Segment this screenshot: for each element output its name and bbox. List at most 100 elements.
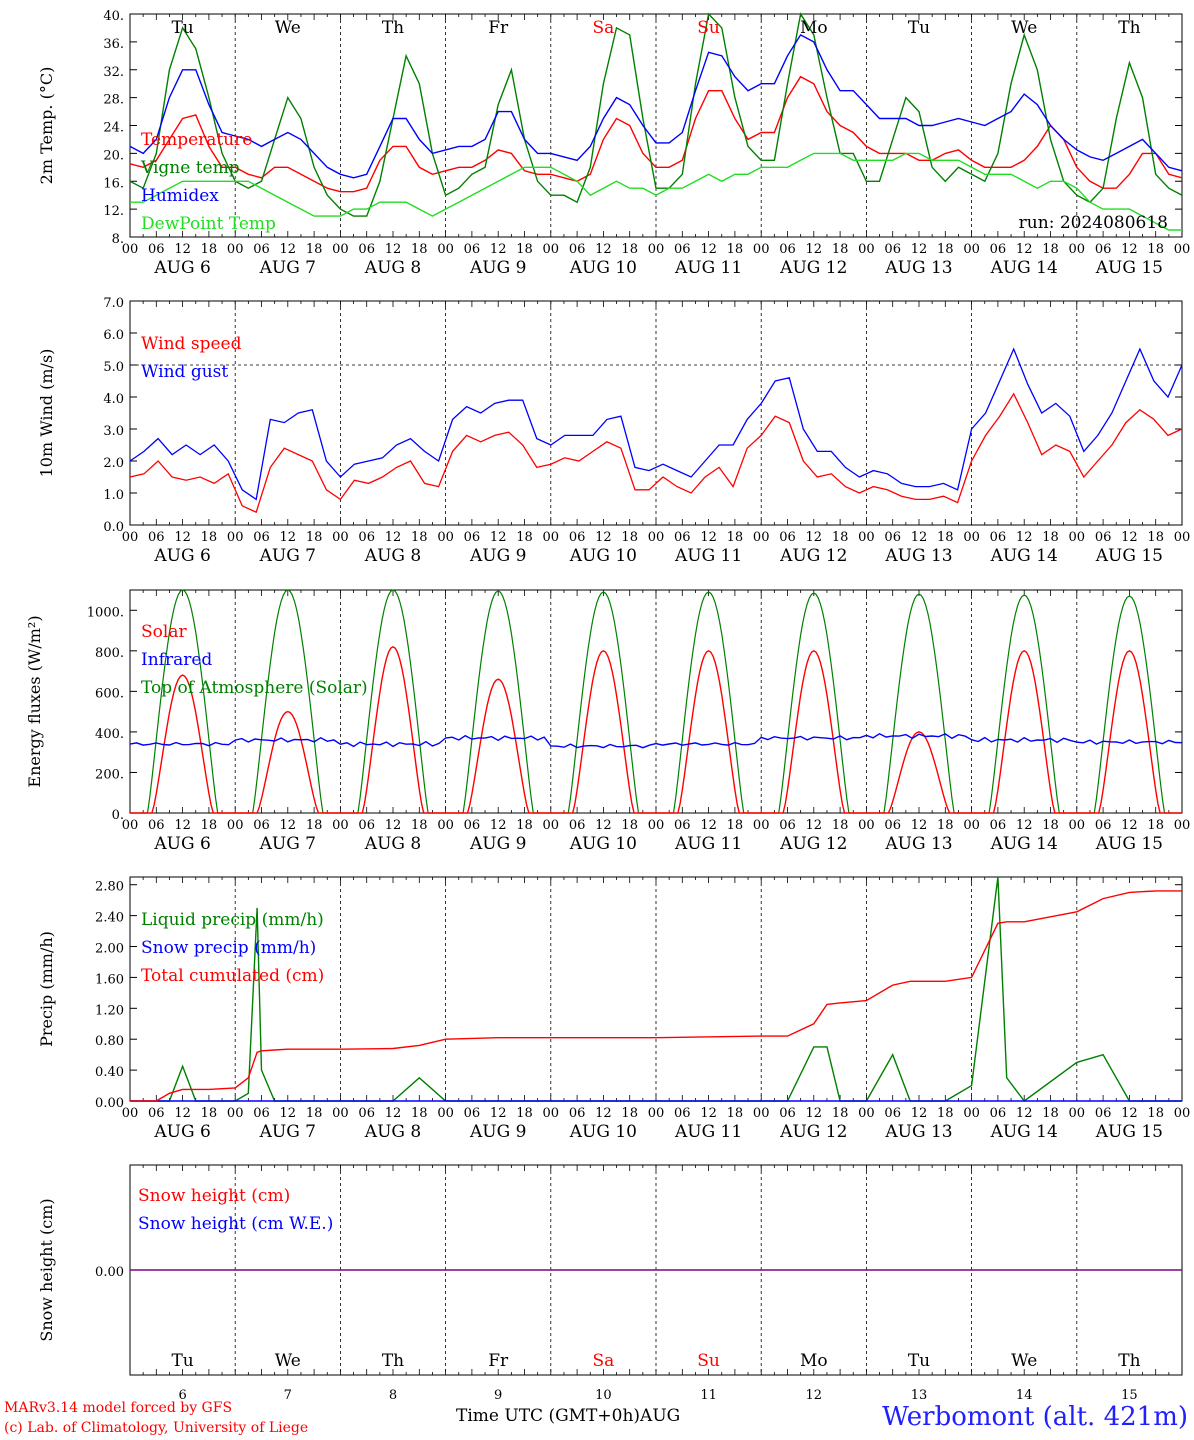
x-hour-label: 18 xyxy=(727,818,744,833)
x-hour-label: 00 xyxy=(543,530,560,545)
x-hour-label: 18 xyxy=(621,530,638,545)
x-hour-label: 12 xyxy=(595,818,612,833)
x-hour-label: 00 xyxy=(753,242,770,257)
x-hour-label: 12 xyxy=(174,1106,191,1121)
panel-frame xyxy=(129,300,1183,526)
x-hour-label: 00 xyxy=(963,1106,980,1121)
panel-4: 0.00 0.40 0.80 1.20 1.60 2.00 2.40 2.80 Precip (… xyxy=(37,876,1190,1142)
x-day-number: 11 xyxy=(700,1388,717,1403)
x-day-number: 7 xyxy=(284,1388,292,1403)
x-hour-label: 06 xyxy=(990,242,1007,257)
run-label: run: 2024080618 xyxy=(1019,213,1168,233)
x-date-label: AUG 12 xyxy=(779,1122,847,1142)
series-line-2 xyxy=(130,890,1182,1102)
x-date-label: AUG 11 xyxy=(674,1122,742,1142)
y-tick-label: 800. xyxy=(95,646,124,661)
legend-entry: DewPoint Temp xyxy=(141,214,276,234)
x-hour-label: 06 xyxy=(148,530,165,545)
x-date-label: AUG 12 xyxy=(779,834,847,854)
x-hour-label: 00 xyxy=(332,1106,349,1121)
x-hour-label: 06 xyxy=(569,818,586,833)
legend-entry: Solar xyxy=(141,622,187,642)
x-hour-label: 18 xyxy=(201,1106,218,1121)
x-hour-label: 12 xyxy=(280,818,297,833)
y-tick-label: 20. xyxy=(103,148,124,163)
x-hour-label: 18 xyxy=(727,1106,744,1121)
x-hour-label: 06 xyxy=(464,818,481,833)
y-tick-label: 5.0 xyxy=(103,360,124,375)
x-hour-label: 00 xyxy=(332,818,349,833)
x-hour-label: 18 xyxy=(306,242,323,257)
x-hour-label: 12 xyxy=(490,1106,507,1121)
x-hour-label: 12 xyxy=(1016,1106,1033,1121)
x-date-label: AUG 8 xyxy=(364,258,421,278)
legend-entry: Temperature xyxy=(141,130,252,150)
day-label: Tu xyxy=(908,1351,930,1371)
x-hour-label: 00 xyxy=(1069,530,1086,545)
x-date-label: AUG 11 xyxy=(674,834,742,854)
x-day-number: 12 xyxy=(806,1388,823,1403)
legend-entry: Wind gust xyxy=(141,362,228,382)
day-label: We xyxy=(275,18,301,38)
y-tick-label: 8. xyxy=(112,232,124,247)
x-date-label: AUG 7 xyxy=(259,1122,316,1142)
x-hour-label: 12 xyxy=(700,818,717,833)
x-hour-label: 00 xyxy=(543,818,560,833)
x-date-label: AUG 10 xyxy=(569,834,637,854)
model-credit: MARv3.14 model forced by GFS xyxy=(4,1400,233,1416)
x-hour-label: 06 xyxy=(464,530,481,545)
x-day-number: 10 xyxy=(595,1388,612,1403)
x-hour-label: 00 xyxy=(227,818,244,833)
x-hour-label: 18 xyxy=(516,818,533,833)
x-hour-label: 18 xyxy=(516,242,533,257)
y-tick-label: 2.40 xyxy=(95,911,124,926)
y-tick-label: 24. xyxy=(103,121,124,136)
day-label: Fr xyxy=(488,18,509,38)
x-hour-label: 06 xyxy=(358,242,375,257)
x-hour-label: 00 xyxy=(753,1106,770,1121)
legend-entry: Snow height (cm W.E.) xyxy=(138,1214,333,1234)
y-tick-label: 400. xyxy=(95,727,124,742)
y-axis-title: Precip (mm/h) xyxy=(37,931,56,1047)
x-hour-label: 18 xyxy=(1042,1106,1059,1121)
x-hour-label: 18 xyxy=(306,818,323,833)
x-hour-label: 06 xyxy=(779,818,796,833)
x-hour-label: 18 xyxy=(411,242,428,257)
x-hour-label: 12 xyxy=(595,530,612,545)
x-hour-label: 12 xyxy=(174,242,191,257)
legend-entry: Infrared xyxy=(141,650,212,670)
day-label: Mo xyxy=(800,18,828,38)
x-date-label: AUG 6 xyxy=(153,1122,210,1142)
day-label: Tu xyxy=(908,18,930,38)
x-hour-label: 06 xyxy=(884,242,901,257)
x-hour-label: 18 xyxy=(937,242,954,257)
day-label: Su xyxy=(697,18,720,38)
x-hour-label: 18 xyxy=(621,818,638,833)
x-date-label: AUG 13 xyxy=(884,834,952,854)
x-hour-label: 06 xyxy=(779,242,796,257)
x-hour-label: 18 xyxy=(306,530,323,545)
x-hour-label: 06 xyxy=(358,818,375,833)
x-hour-label: 18 xyxy=(621,1106,638,1121)
x-date-label: AUG 15 xyxy=(1095,834,1163,854)
x-hour-label: 12 xyxy=(280,242,297,257)
x-hour-label: 12 xyxy=(700,242,717,257)
day-label: We xyxy=(1011,1351,1037,1371)
y-tick-label: 1.0 xyxy=(103,488,124,503)
x-date-label: AUG 9 xyxy=(469,546,526,566)
y-tick-label: 1.20 xyxy=(95,1003,124,1018)
x-hour-label: 12 xyxy=(385,242,402,257)
x-date-label: AUG 14 xyxy=(990,546,1058,566)
x-hour-label: 00 xyxy=(437,242,454,257)
x-hour-label: 12 xyxy=(595,242,612,257)
x-hour-label: 18 xyxy=(727,530,744,545)
y-tick-label: 3.0 xyxy=(103,424,124,439)
x-hour-label: 06 xyxy=(253,1106,270,1121)
x-hour-label: 12 xyxy=(490,530,507,545)
x-date-label: AUG 7 xyxy=(259,258,316,278)
x-hour-label: 12 xyxy=(1016,242,1033,257)
day-label: Tu xyxy=(171,1351,193,1371)
x-hour-label: 06 xyxy=(1095,242,1112,257)
time-axis-label: Time UTC (GMT+0h)AUG xyxy=(456,1406,681,1426)
panel-2: 0.0 1.0 2.0 3.0 4.0 5.0 6.0 7.0 10m Wind (m/s) Wi… xyxy=(37,296,1190,566)
